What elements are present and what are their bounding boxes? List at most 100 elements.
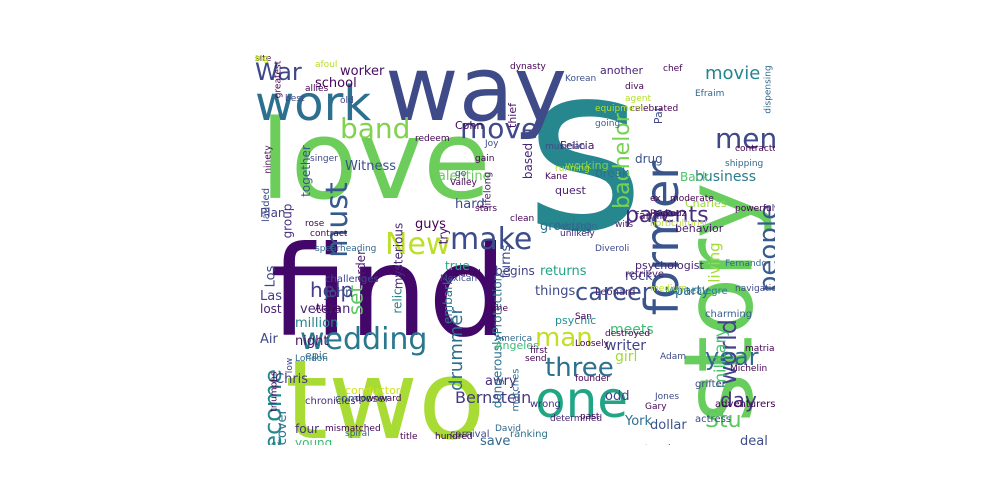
cloud-word: Las xyxy=(260,289,282,304)
cloud-word: fame xyxy=(485,304,508,314)
cloud-word: contractor xyxy=(735,144,775,154)
cloud-word: unlikely xyxy=(560,229,595,239)
cloud-word: group xyxy=(280,203,295,239)
cloud-word: school xyxy=(315,76,357,91)
cloud-word: growing xyxy=(540,219,592,234)
cloud-word: make xyxy=(450,222,533,257)
cloud-word: Loosely xyxy=(575,339,609,349)
cloud-word: contract xyxy=(310,229,348,239)
cloud-word: chronicles xyxy=(305,396,356,407)
cloud-word: low xyxy=(285,357,296,374)
cloud-word: moderate xyxy=(670,194,714,204)
cloud-word: ninety xyxy=(263,145,274,174)
cloud-word: movie xyxy=(705,63,761,84)
cloud-word: Stu xyxy=(705,408,742,433)
cloud-word: epic xyxy=(305,349,328,362)
cloud-word: matriarch xyxy=(745,344,775,354)
cloud-word: begins xyxy=(495,264,535,278)
cloud-word: first xyxy=(530,346,548,356)
cloud-word: agent xyxy=(625,94,651,104)
cloud-word: Felicia xyxy=(560,139,595,152)
cloud-word: composer xyxy=(335,392,390,405)
cloud-word: John xyxy=(325,286,354,301)
cloud-word: diva xyxy=(625,82,645,92)
cloud-word: Gary xyxy=(645,402,667,412)
cloud-word: help xyxy=(310,278,354,302)
cloud-word: powerful xyxy=(735,204,775,214)
cloud-word: another xyxy=(600,64,644,77)
cloud-word: odd xyxy=(605,389,630,404)
cloud-word: celebrated xyxy=(630,104,679,114)
cloud-word: business xyxy=(695,169,757,185)
cloud-word: rose xyxy=(305,219,325,229)
cloud-word: behavior xyxy=(675,222,724,235)
cloud-word: ex xyxy=(650,194,661,204)
cloud-word: young xyxy=(295,436,333,445)
cloud-word: save xyxy=(480,434,511,445)
cloud-word: York xyxy=(625,414,653,429)
cloud-word: men xyxy=(715,122,775,155)
cloud-word: charming xyxy=(705,309,753,320)
cloud-word: Back xyxy=(680,170,710,184)
cloud-word: grifter xyxy=(695,379,726,390)
cloud-word: four xyxy=(295,422,320,436)
cloud-word: allies xyxy=(305,84,329,94)
cloud-word: writer xyxy=(605,338,646,354)
cloud-word: career xyxy=(575,278,652,306)
cloud-word: downward xyxy=(355,394,402,404)
cloud-word: dispensing xyxy=(763,65,774,114)
cloud-word: mysterious xyxy=(391,222,406,290)
cloud-word: conductor xyxy=(345,384,401,397)
cloud-word: break xyxy=(595,166,629,180)
cloud-word: together xyxy=(298,145,313,197)
cloud-word: dollar xyxy=(650,418,687,433)
cloud-word: determined xyxy=(550,414,603,424)
cloud-word: musician xyxy=(545,142,586,152)
cloud-word: day xyxy=(720,388,757,412)
cloud-word: Cohn xyxy=(455,119,484,132)
cloud-word: quest xyxy=(555,184,586,197)
cloud-word: old xyxy=(340,96,354,106)
cloud-word: Michelin xyxy=(730,364,768,374)
cloud-word: send xyxy=(525,354,547,364)
cloud-word: living xyxy=(705,242,724,283)
cloud-word: past xyxy=(580,412,600,422)
cloud-word: Chris xyxy=(275,372,309,387)
cloud-word: love xyxy=(260,96,491,224)
cloud-word: Air xyxy=(260,332,278,347)
cloud-word: Packouz xyxy=(650,209,687,219)
cloud-word: go xyxy=(455,169,467,179)
cloud-word: psychologist xyxy=(635,259,704,272)
cloud-word: best xyxy=(285,94,305,104)
cloud-word: Witness xyxy=(345,159,397,174)
cloud-word: Valley xyxy=(450,178,477,188)
cloud-word: dynasty xyxy=(510,62,546,72)
cloud-word: medium xyxy=(650,284,687,294)
cloud-word: horticulturist xyxy=(650,219,708,229)
cloud-word: based xyxy=(521,142,536,180)
cloud-word: Jones xyxy=(655,392,680,402)
cloud-word: drug xyxy=(635,152,663,166)
cloud-word: afoul xyxy=(315,60,338,70)
cloud-word: actress xyxy=(695,414,732,425)
cloud-word: Plan xyxy=(260,206,286,220)
cloud-word: Kane xyxy=(545,172,568,182)
cloud-word: equipment xyxy=(595,104,644,114)
cloud-word: psychic xyxy=(555,314,597,327)
cloud-word: ranking xyxy=(510,429,548,440)
cloud-word: veteran xyxy=(300,302,351,317)
cloud-word: guys xyxy=(415,217,446,232)
cloud-word: triumphs xyxy=(269,371,280,412)
cloud-word: site xyxy=(255,55,272,64)
cloud-word: Mo xyxy=(255,55,269,64)
cloud-word: parents xyxy=(625,203,709,228)
cloud-word: hundred xyxy=(435,432,473,442)
cloud-word: work xyxy=(255,76,372,132)
cloud-word: singer xyxy=(310,154,338,164)
cloud-word: worker xyxy=(340,64,385,79)
cloud-word: big xyxy=(255,55,269,64)
cloud-word: Leonard xyxy=(595,287,636,298)
cloud-word: lost xyxy=(260,302,282,316)
cloud-word: mismatched xyxy=(325,424,381,434)
cloud-word: Mexican xyxy=(440,274,478,284)
